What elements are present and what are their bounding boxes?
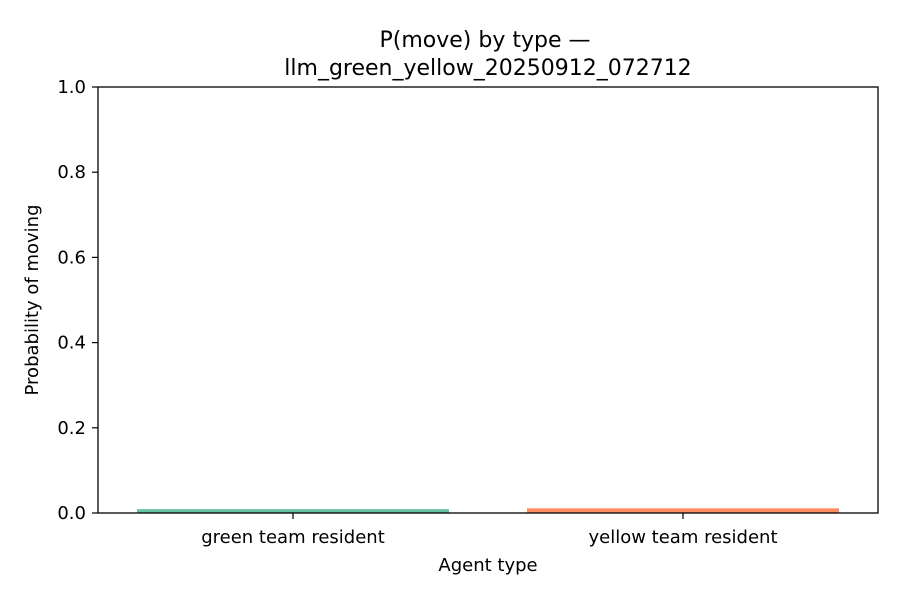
y-tick-label: 0.8 [57, 162, 86, 183]
chart-title-line-1: P(move) by type — [380, 28, 591, 53]
chart-title: P(move) by type — llm_green_yellow_20250… [284, 28, 691, 81]
y-tick-label: 0.2 [57, 418, 86, 439]
x-tick-label: yellow team resident [588, 527, 777, 548]
chart-title-line-2: llm_green_yellow_20250912_072712 [284, 56, 691, 81]
y-tick-label: 0.0 [57, 503, 86, 524]
y-tick-label: 1.0 [57, 77, 86, 98]
x-axis-label: Agent type [438, 555, 537, 576]
bar-green-team-resident [137, 509, 449, 513]
y-axis: 0.0 0.2 0.4 0.6 0.8 1.0 [57, 77, 98, 524]
bar-yellow-team-resident [527, 508, 839, 513]
x-tick-label: green team resident [201, 527, 385, 548]
bars-layer [137, 508, 839, 513]
plot-frame [97, 86, 879, 514]
y-axis-label: Probability of moving [22, 205, 43, 396]
x-axis: green team resident yellow team resident [201, 513, 778, 548]
y-tick-label: 0.4 [57, 333, 86, 354]
y-tick-label: 0.6 [57, 247, 86, 268]
